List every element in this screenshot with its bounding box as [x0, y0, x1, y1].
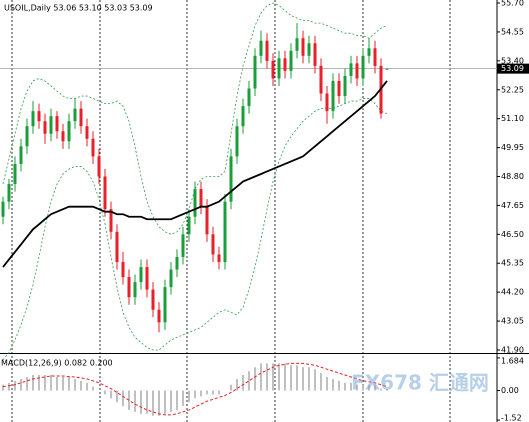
y-tick-label: 0.00: [501, 386, 519, 395]
y-tick-label: 48.80: [501, 172, 524, 181]
candle-body: [85, 126, 89, 139]
candle-body: [19, 146, 23, 164]
candle-body: [283, 58, 287, 71]
candle-body: [133, 282, 137, 298]
candle-body: [61, 131, 65, 142]
candle-body: [385, 68, 389, 70]
candle-body: [373, 48, 377, 66]
y-tick-label: 49.95: [501, 143, 524, 152]
candle-body: [319, 65, 323, 94]
candle-body: [49, 116, 53, 134]
candle-body: [37, 111, 41, 122]
y-tick-label: 41.90: [501, 345, 524, 354]
y-tick-label: 54.55: [501, 27, 524, 36]
candle-body: [109, 209, 113, 232]
candle-body: [79, 108, 83, 127]
moving-average: [2, 80, 388, 268]
candle-body: [103, 176, 107, 210]
candle-body: [349, 63, 353, 76]
candle-body: [355, 63, 359, 79]
candle-body: [361, 55, 365, 79]
y-tick-label: -1.52: [501, 414, 522, 422]
candle-body: [271, 60, 275, 79]
y-tick-label: 45.35: [501, 259, 524, 268]
y-tick-label: 52.25: [501, 85, 524, 94]
chart-title: USOIL,Daily 53.06 53.10 53.03 53.09: [4, 4, 153, 13]
candle-body: [241, 106, 245, 127]
current-price-label: 53.09: [501, 64, 524, 73]
candle-body: [151, 289, 155, 310]
candle-body: [67, 121, 71, 142]
candle-body: [121, 261, 125, 278]
band-lower: [2, 98, 388, 361]
candle-body: [337, 80, 341, 97]
candle-body: [343, 75, 347, 97]
y-tick-label: 55.70: [501, 0, 524, 8]
candle-body: [169, 269, 173, 288]
candle-body: [205, 206, 209, 235]
y-tick-label: 43.05: [501, 317, 524, 326]
candle-body: [211, 234, 215, 255]
y-tick-label: 51.10: [501, 114, 524, 123]
candle-body: [229, 156, 233, 202]
candle-body: [115, 231, 119, 262]
candle-body: [187, 216, 191, 235]
candle-body: [157, 309, 161, 323]
candle-body: [223, 201, 227, 262]
y-tick-label: 53.40: [501, 56, 524, 65]
candle-body: [181, 234, 185, 257]
y-tick-label: 46.50: [501, 230, 524, 239]
candle-body: [193, 189, 197, 217]
candle-body: [247, 88, 251, 107]
candle-body: [13, 163, 17, 185]
candle-body: [325, 93, 329, 112]
watermark: FX678 汇通网: [351, 371, 489, 395]
candle-body: [43, 121, 47, 134]
candle-body: [331, 80, 335, 112]
candle-body: [175, 256, 179, 270]
candle-body: [217, 254, 221, 262]
candle-body: [31, 111, 35, 127]
candle-body: [265, 40, 269, 61]
macd-signal: [2, 362, 388, 416]
candle-body: [295, 38, 299, 51]
y-tick-label: 47.65: [501, 201, 524, 210]
candle-body: [163, 287, 167, 323]
candle-body: [91, 138, 95, 157]
candle-body: [1, 201, 5, 217]
candle-body: [55, 116, 59, 132]
candle-body: [145, 267, 149, 290]
candle-body: [307, 43, 311, 56]
candle-body: [277, 58, 281, 79]
candle-body: [199, 189, 203, 207]
candle-body: [289, 50, 293, 71]
candle-body: [127, 277, 131, 298]
candle-body: [139, 267, 143, 283]
candle-body: [235, 126, 239, 157]
candle-body: [97, 156, 101, 177]
y-tick-label: 1.684: [501, 357, 524, 366]
candle-body: [301, 38, 305, 56]
band-upper: [2, 2, 388, 235]
current-price-box: [497, 63, 529, 74]
macd-title: MACD(12,26,9) 0.082 0.200: [1, 359, 113, 368]
candle-body: [313, 43, 317, 66]
candle-body: [73, 108, 77, 122]
candle-body: [7, 184, 11, 202]
candle-body: [25, 126, 29, 147]
candle-body: [253, 55, 257, 89]
candle-body: [259, 40, 263, 56]
candle-body: [367, 48, 371, 56]
y-tick-label: 44.20: [501, 288, 524, 297]
